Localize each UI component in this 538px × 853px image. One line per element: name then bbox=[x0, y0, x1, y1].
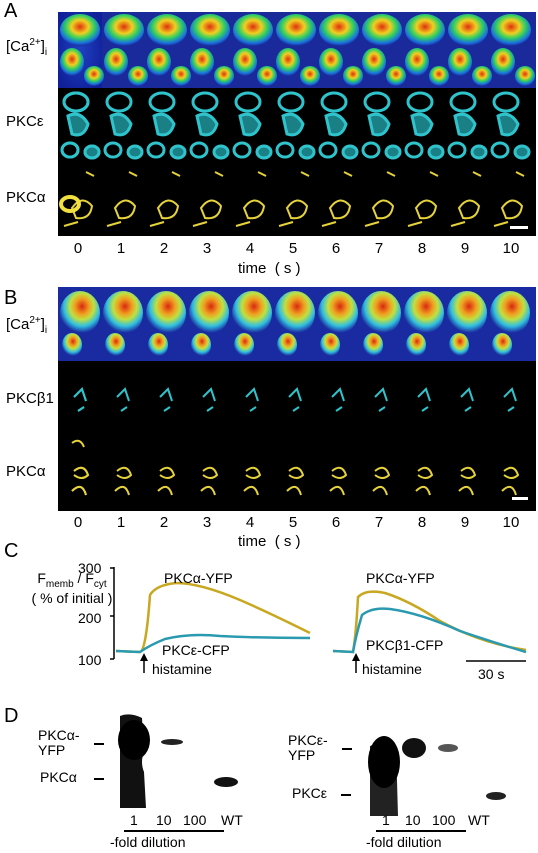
panel-c-right-series2-label: PKCβ1-CFP bbox=[366, 637, 444, 653]
panel-d-right-lane-label: 1 bbox=[382, 812, 390, 828]
panel-b-pkca-label: PKCα bbox=[6, 463, 46, 480]
panel-c-left-stimulus-label: histamine bbox=[152, 661, 212, 677]
panel-d-right-band2-tick bbox=[341, 794, 351, 796]
panel-b-pkcb1-strip bbox=[58, 361, 536, 435]
tick: 2 bbox=[159, 240, 169, 257]
tick: 3 bbox=[202, 514, 212, 531]
panel-b-pkca-image bbox=[71, 439, 528, 500]
panel-c-right-series1-label: PKCα-YFP bbox=[366, 570, 435, 586]
panel-b-ca-strip bbox=[58, 287, 536, 361]
panel-c-ytick: 300 bbox=[78, 560, 102, 576]
panel-c-left-series2-label: PKCε-CFP bbox=[162, 642, 230, 658]
tick: 6 bbox=[331, 240, 341, 257]
panel-c-ytick: 100 bbox=[78, 652, 102, 668]
panel-d-left-lane-label: 10 bbox=[156, 812, 172, 828]
panel-d-left-band2-tick bbox=[94, 778, 104, 780]
panel-a-pkca-strip bbox=[58, 162, 536, 236]
panel-d-right-lane-label: WT bbox=[468, 812, 490, 828]
tick: 4 bbox=[245, 240, 255, 257]
panel-d-left-dilution-bar bbox=[124, 830, 224, 832]
panel-a-letter: A bbox=[4, 0, 18, 22]
tick: 5 bbox=[288, 514, 298, 531]
panel-b-pkca-strip bbox=[58, 435, 536, 511]
tick: 7 bbox=[374, 514, 384, 531]
panel-d-left-dilution-label: -fold dilution bbox=[110, 834, 186, 850]
tick: 2 bbox=[159, 514, 169, 531]
tick: 5 bbox=[288, 240, 298, 257]
panel-d-left-blot bbox=[110, 712, 256, 812]
panel-d-right-blot bbox=[366, 712, 516, 816]
panel-b-time-label: time ( s ) bbox=[238, 533, 301, 550]
panel-b-pkcb1-label: PKCβ1 bbox=[6, 390, 54, 407]
panel-a-ca-label: [Ca2+]i bbox=[6, 37, 48, 58]
tick: 7 bbox=[374, 240, 384, 257]
panel-c-letter: C bbox=[4, 540, 19, 562]
tick: 0 bbox=[73, 514, 83, 531]
panel-d-right-band2-label: PKCε bbox=[292, 785, 328, 801]
panel-c-ylabel: Fmemb / Fcyt ( % of initial ) bbox=[31, 570, 113, 607]
panel-c-plots bbox=[110, 567, 527, 673]
tick: 1 bbox=[116, 514, 126, 531]
tick: 4 bbox=[245, 514, 255, 531]
panel-a-pkce-strip bbox=[58, 88, 536, 162]
panel-d-right-band1-tick bbox=[342, 748, 352, 750]
tick: 1 bbox=[116, 240, 126, 257]
panel-d-left-band2-label: PKCα bbox=[40, 769, 77, 785]
panel-c-right-stimulus-label: histamine bbox=[362, 661, 422, 677]
panel-d-right-lane-label: 100 bbox=[432, 812, 456, 828]
panel-d-right-dilution-bar bbox=[376, 830, 466, 832]
panel-b-ca-label: [Ca2+]i bbox=[6, 315, 48, 336]
panel-d-left-lane-label: 1 bbox=[130, 812, 138, 828]
panel-d-letter: D bbox=[4, 705, 19, 727]
panel-d-left-lane-label: 100 bbox=[183, 812, 207, 828]
panel-d-left-band1-tick bbox=[94, 743, 104, 745]
panel-c-scale-label: 30 s bbox=[478, 666, 505, 682]
panel-a-ca-strip bbox=[58, 12, 536, 88]
tick: 6 bbox=[331, 514, 341, 531]
panel-c-left-series1-label: PKCα-YFP bbox=[164, 570, 233, 586]
panel-a-pkca-label: PKCα bbox=[6, 189, 46, 206]
panel-a-pkce-label: PKCε bbox=[6, 113, 44, 130]
tick: 8 bbox=[417, 240, 427, 257]
tick: 10 bbox=[502, 514, 520, 531]
panel-b-ca-image bbox=[60, 291, 530, 357]
panel-d-left-band1-label: PKCα- YFP bbox=[38, 727, 80, 758]
panel-b-pkcb1-image bbox=[73, 387, 517, 412]
panel-b-letter: B bbox=[4, 287, 18, 309]
tick: 3 bbox=[202, 240, 212, 257]
panel-c-left-cfp-trace bbox=[115, 633, 311, 654]
tick: 9 bbox=[460, 514, 470, 531]
panel-a-pkca-image bbox=[59, 171, 528, 229]
tick: 0 bbox=[73, 240, 83, 257]
panel-c-ytick: 200 bbox=[78, 610, 102, 626]
panel-d-right-lane-label: 10 bbox=[405, 812, 421, 828]
tick: 9 bbox=[460, 240, 470, 257]
panel-d-right-dilution-label: -fold dilution bbox=[366, 834, 442, 850]
panel-c-left-yfp-trace bbox=[115, 581, 311, 654]
panel-a-pkce-image bbox=[60, 91, 531, 160]
panel-a-time-label: time ( s ) bbox=[238, 260, 301, 277]
panel-d-right-band1-label: PKCε- YFP bbox=[288, 732, 328, 763]
tick: 10 bbox=[502, 240, 520, 257]
tick: 8 bbox=[417, 514, 427, 531]
panel-d-left-lane-label: WT bbox=[221, 812, 243, 828]
panel-c-right-cfp-trace bbox=[332, 607, 527, 654]
panel-a-ca-image bbox=[58, 12, 535, 88]
